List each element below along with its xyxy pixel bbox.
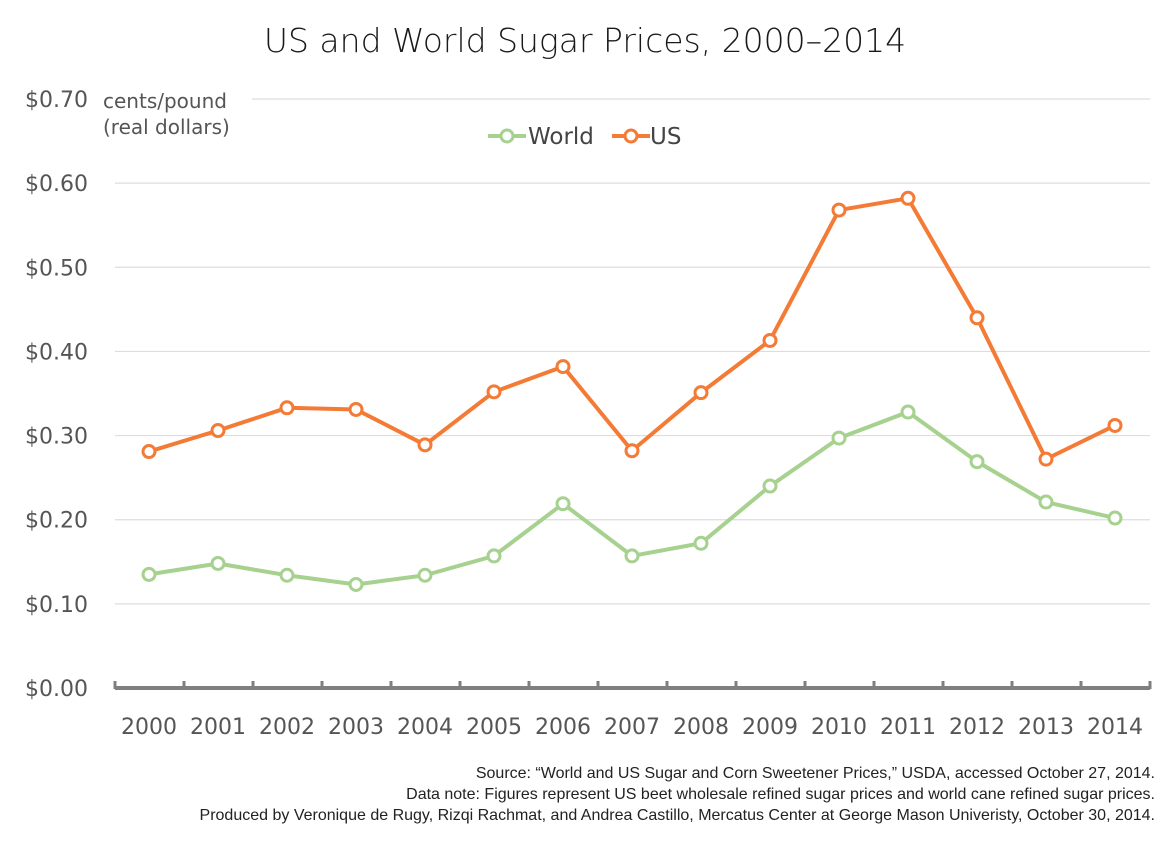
chart-title: US and World Sugar Prices, 2000–2014 <box>264 21 906 60</box>
x-tick-label: 2012 <box>949 715 1005 740</box>
data-point-us <box>900 190 916 206</box>
data-point-world <box>279 567 295 583</box>
x-tick-label: 2004 <box>397 715 453 740</box>
data-point-world <box>348 577 364 593</box>
footnote-data-note: Data note: Figures represent US beet who… <box>406 786 1155 803</box>
x-tick-label: 2006 <box>535 715 591 740</box>
legend-label-world: World <box>528 124 594 150</box>
x-tick-label: 2000 <box>121 715 177 740</box>
data-point-world <box>1107 510 1123 526</box>
y-tick-label: $0.70 <box>25 88 88 113</box>
legend: World US <box>488 124 681 150</box>
y-tick-label: $0.50 <box>25 256 88 281</box>
y-tick-label: $0.00 <box>25 677 88 702</box>
data-point-world <box>555 496 571 512</box>
y-tick-label: $0.40 <box>25 340 88 365</box>
series-line-us <box>148 196 1116 462</box>
y-unit-label-line-1: cents/pound <box>103 89 227 113</box>
x-tick-label: 2008 <box>673 715 729 740</box>
y-unit-label-line-2: (real dollars) <box>103 115 230 139</box>
data-point-world <box>417 567 433 583</box>
x-tick-label: 2010 <box>811 715 867 740</box>
data-point-us <box>762 332 778 348</box>
x-tick-label: 2003 <box>328 715 384 740</box>
data-point-us <box>969 310 985 326</box>
x-tick-label: 2013 <box>1018 715 1074 740</box>
grid-lines <box>115 98 1150 605</box>
y-tick-label: $0.20 <box>25 509 88 534</box>
data-point-world <box>486 548 502 564</box>
data-point-us <box>1107 417 1123 433</box>
footnotes: Source: “World and US Sugar and Corn Swe… <box>200 765 1155 824</box>
x-tick-label: 2014 <box>1087 715 1143 740</box>
x-axis <box>113 681 1152 690</box>
y-tick-label: $0.60 <box>25 172 88 197</box>
data-point-us <box>486 384 502 400</box>
data-point-us <box>624 443 640 459</box>
data-point-world <box>141 566 157 582</box>
legend-swatch-marker-world <box>499 128 515 144</box>
x-tick-label: 2005 <box>466 715 522 740</box>
data-point-world <box>693 535 709 551</box>
x-tick-label: 2011 <box>880 715 936 740</box>
data-point-world <box>210 555 226 571</box>
data-point-us <box>693 385 709 401</box>
footnote-produced-by: Produced by Veronique de Rugy, Rizqi Rac… <box>200 807 1155 824</box>
y-tick-label: $0.30 <box>25 425 88 450</box>
data-point-us <box>1038 451 1054 467</box>
data-point-us <box>348 401 364 417</box>
x-tick-label: 2007 <box>604 715 660 740</box>
data-point-world <box>900 404 916 420</box>
data-point-world <box>762 478 778 494</box>
data-point-us <box>831 202 847 218</box>
x-tick-labels: 2000 2001 2002 2003 2004 2005 2006 2007 2008 2009… <box>121 715 1143 740</box>
data-point-us <box>141 444 157 460</box>
footnote-source: Source: “World and US Sugar and Corn Swe… <box>476 765 1155 782</box>
x-tick-label: 2002 <box>259 715 315 740</box>
data-point-us <box>210 423 226 439</box>
data-point-world <box>831 430 847 446</box>
y-tick-labels: $0.00 $0.10 $0.20 $0.30 $0.40 $0.50 $0.60 $0.70 <box>25 88 88 702</box>
data-point-us <box>555 359 571 375</box>
legend-swatch-marker-us <box>623 128 639 144</box>
data-point-world <box>969 454 985 470</box>
legend-label-us: US <box>650 124 681 150</box>
data-point-world <box>624 548 640 564</box>
data-point-us <box>279 400 295 416</box>
data-point-us <box>417 437 433 453</box>
y-tick-label: $0.10 <box>25 593 88 618</box>
series-lines <box>141 190 1123 593</box>
data-point-world <box>1038 494 1054 510</box>
x-tick-label: 2009 <box>742 715 798 740</box>
x-tick-label: 2001 <box>190 715 246 740</box>
